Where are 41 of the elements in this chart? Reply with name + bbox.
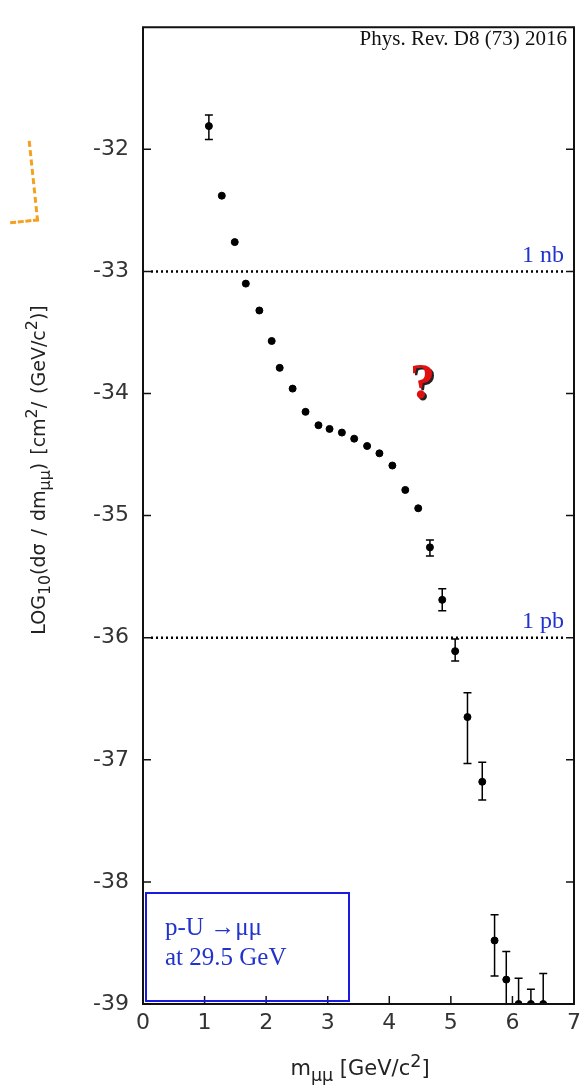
annotation: ? xyxy=(410,352,435,410)
point xyxy=(350,434,359,443)
point xyxy=(275,363,284,372)
point xyxy=(255,306,264,315)
annotation: Phys. Rev. D8 (73) 2016 xyxy=(359,26,567,51)
ref-line-label: 1 nb xyxy=(522,240,564,267)
x-tick-label: 6 xyxy=(505,1008,520,1034)
point xyxy=(478,777,487,786)
x-tick-label: 0 xyxy=(136,1008,150,1034)
y-tick-label: -35 xyxy=(93,501,129,527)
y-tick-label: -37 xyxy=(93,745,129,771)
y-tick-label: -36 xyxy=(93,623,129,649)
point xyxy=(401,485,410,494)
point xyxy=(217,191,226,200)
x-axis-title: m$_{μμ}$ [GeV/c$^{2}$] xyxy=(290,1051,430,1085)
y-tick-label: -33 xyxy=(93,257,129,283)
point xyxy=(288,384,297,393)
x-tick-label: 7 xyxy=(567,1008,581,1034)
x-tick-label: 5 xyxy=(443,1008,458,1034)
x-tick-label: 1 xyxy=(197,1008,212,1034)
point xyxy=(388,461,397,470)
point xyxy=(414,504,423,513)
y-tick-label: -39 xyxy=(93,989,129,1015)
y-tick-label: -34 xyxy=(93,379,129,405)
point xyxy=(314,421,323,430)
point xyxy=(363,442,372,450)
point xyxy=(301,407,310,416)
y-tick-label: -32 xyxy=(93,135,129,161)
ref-line-label: 1 pb xyxy=(522,607,564,633)
point xyxy=(325,424,334,433)
x-tick-label: 3 xyxy=(320,1008,335,1034)
point xyxy=(241,279,250,288)
x-tick-label: 2 xyxy=(259,1008,274,1034)
point xyxy=(375,449,384,458)
point xyxy=(463,713,472,722)
point xyxy=(337,428,346,437)
y-tick-label: -38 xyxy=(93,867,129,893)
annotation: p-U →μμ at 29.5 GeV xyxy=(145,892,350,1002)
point xyxy=(230,238,239,247)
x-tick-label: 4 xyxy=(382,1008,397,1034)
point xyxy=(267,337,276,345)
